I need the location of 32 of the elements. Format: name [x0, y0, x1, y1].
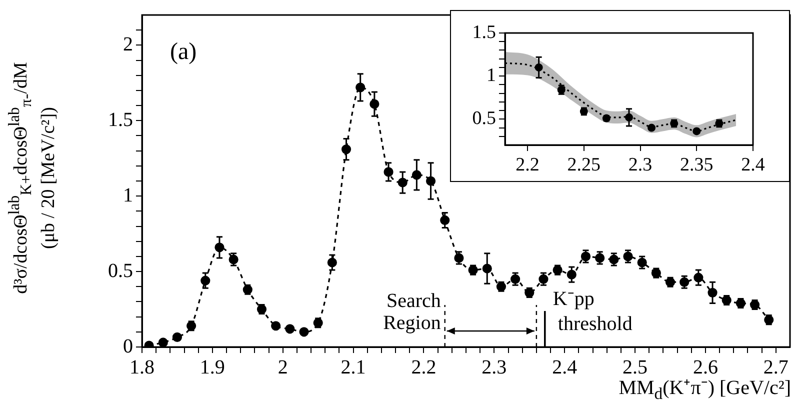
y-tick-label: 2	[123, 33, 133, 56]
x-tick-label: 1.9	[200, 356, 225, 378]
x-tick-label: 2.7	[763, 356, 788, 378]
point	[285, 324, 295, 334]
x-tick-label: 2.4	[552, 356, 578, 378]
y-tick-label: 0.5	[472, 108, 496, 130]
x-tick-label: 2.4	[741, 154, 766, 176]
x-tick-label: 2	[278, 356, 288, 378]
ref-line-label: K⁻pp threshold	[552, 288, 632, 335]
point	[158, 338, 168, 347]
x-tick-label: 2.2	[516, 154, 540, 176]
y-tick-label: 1.5	[108, 108, 133, 131]
y-tick-label: 0	[123, 335, 133, 358]
x-tick-label: 2.3	[628, 154, 652, 176]
y-tick-label: 0.5	[108, 260, 133, 282]
point	[271, 321, 281, 331]
x-tick-label: 1.8	[130, 356, 154, 378]
x-tick-label: 2.25	[567, 154, 601, 176]
x-tick-label: 2.3	[482, 356, 507, 378]
point	[299, 327, 309, 337]
x-tick-label: 2.1	[340, 356, 366, 378]
y-tick-label: 1	[123, 184, 133, 206]
annotation: Search Region	[383, 290, 441, 334]
x-tick-label: 2.5	[622, 356, 648, 378]
y-tick-label: 1	[486, 65, 496, 86]
x-tick-label: 2.6	[692, 356, 718, 378]
x-axis-title: MM$_{d}$(K⁺π⁻) [GeV/c²]	[618, 377, 791, 403]
annotation: (a)	[170, 39, 197, 65]
x-tick-label: 2.35	[680, 154, 714, 176]
y-tick-label: 1.5	[472, 22, 496, 43]
point	[172, 332, 182, 342]
x-tick-label: 2.2	[411, 356, 436, 378]
